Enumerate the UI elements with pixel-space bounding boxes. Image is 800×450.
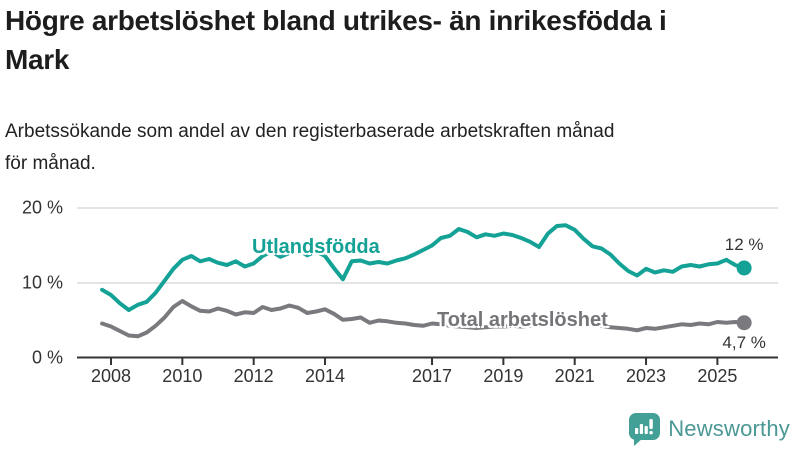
series-label-utlandsfodda: Utlandsfödda <box>252 236 380 258</box>
series-label-total-arbetsloshet: Total arbetslöshet <box>437 309 608 331</box>
x-tick-label: 2010 <box>162 366 203 386</box>
x-tick-label: 2023 <box>626 366 667 386</box>
newsworthy-logo: Newsworthy <box>628 412 790 446</box>
bar-chart-speech-bubble-icon <box>629 413 661 446</box>
y-tick-label: 0 % <box>31 347 63 368</box>
chart-title: Högre arbetslöshet bland utrikes- än inr… <box>5 5 667 75</box>
x-tick-label: 2012 <box>233 366 274 386</box>
x-tick-label: 2019 <box>483 366 524 386</box>
end-value-utlandsfodda: 12 % <box>724 235 764 254</box>
x-tick-label: 2014 <box>304 366 346 386</box>
chart-subtitle: Arbetssökande som andel av den registerb… <box>5 121 615 174</box>
y-tick-label: 10 % <box>21 272 63 293</box>
y-tick-label: 20 % <box>21 197 63 218</box>
x-tick-label: 2008 <box>90 366 132 386</box>
newsworthy-wordmark: Newsworthy <box>668 416 790 441</box>
x-tick-label: 2025 <box>697 366 738 386</box>
x-tick-label: 2017 <box>411 366 453 386</box>
end-value-total-arbetsloshet: 4,7 % <box>722 332 766 352</box>
x-tick-label: 2021 <box>554 366 595 386</box>
